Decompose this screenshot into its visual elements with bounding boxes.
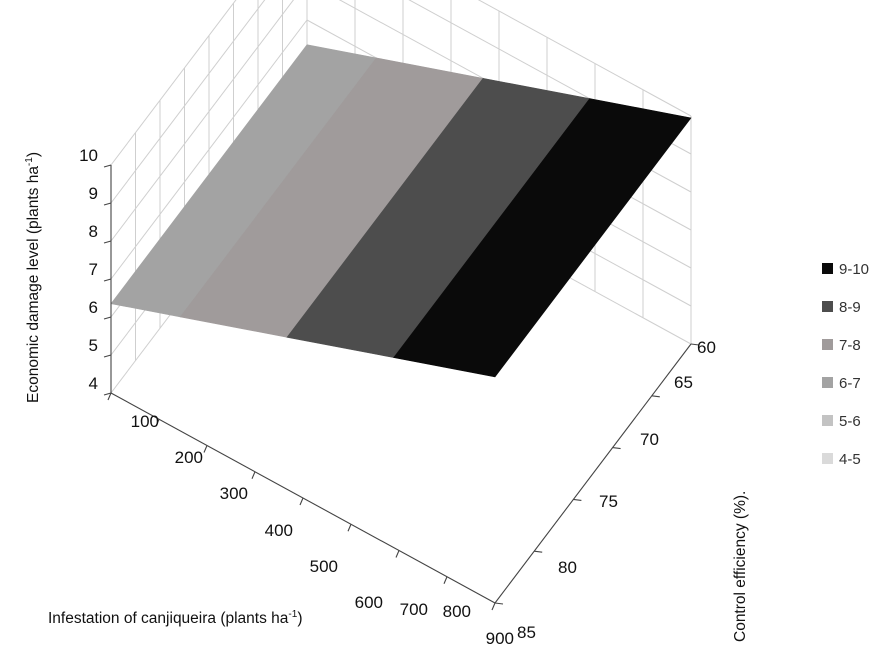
infestation-tick-label: 900 xyxy=(486,629,514,648)
z-axis-tick xyxy=(103,164,112,168)
legend-label: 9-10 xyxy=(839,261,869,278)
chart-axes xyxy=(103,164,700,611)
infestation-tick-labels: 100 200 300 400 500 600 700 800 900 xyxy=(131,412,514,648)
infestation-tick-label: 300 xyxy=(220,484,248,503)
z-axis-tick-labels: 4 5 6 7 8 9 10 xyxy=(79,146,98,393)
infestation-tick-label: 100 xyxy=(131,412,159,431)
efficiency-axis-title: Control efficiency (%). xyxy=(732,491,749,642)
z-tick-label: 6 xyxy=(89,298,98,317)
infestation-tick-label: 800 xyxy=(443,602,471,621)
infestation-tick-label: 400 xyxy=(265,521,293,540)
legend-label: 4-5 xyxy=(839,451,861,468)
z-tick-label: 5 xyxy=(89,336,98,355)
legend-swatch xyxy=(822,377,833,388)
infestation-tick-label: 600 xyxy=(355,593,383,612)
legend-label: 7-8 xyxy=(839,337,861,354)
legend-swatch xyxy=(822,415,833,426)
z-axis-tick xyxy=(103,202,112,206)
z-axis-tick xyxy=(103,240,112,244)
infestation-axis-tick xyxy=(491,602,496,611)
legend-swatch xyxy=(822,453,833,464)
efficiency-tick-label: 85 xyxy=(517,623,536,642)
y-axis-title: Economic damage level (plants ha-1) xyxy=(24,152,42,403)
efficiency-axis-tick xyxy=(612,447,621,450)
x-axis-title: Infestation of canjiqueira (plants ha-1) xyxy=(48,609,302,627)
z-tick-label: 4 xyxy=(89,374,98,393)
z-axis-tick xyxy=(103,392,112,396)
z-tick-label: 10 xyxy=(79,146,98,165)
efficiency-axis-tick xyxy=(494,602,504,605)
infestation-tick-label: 700 xyxy=(400,600,428,619)
infestation-tick-label: 500 xyxy=(310,557,338,576)
legend-swatch xyxy=(822,339,833,350)
efficiency-tick-label: 75 xyxy=(599,492,618,511)
infestation-axis-tick xyxy=(155,419,160,427)
infestation-axis-tick xyxy=(107,392,112,401)
efficiency-tick-label: 60 xyxy=(697,338,716,357)
efficiency-tick-labels: 60 65 70 75 80 85 xyxy=(517,338,716,642)
efficiency-axis-tick xyxy=(534,550,543,553)
infestation-axis-tick xyxy=(203,445,208,453)
z-tick-label: 7 xyxy=(89,260,98,279)
infestation-axis-tick xyxy=(299,497,304,506)
z-axis-tick xyxy=(103,354,112,358)
efficiency-axis-tick xyxy=(690,343,700,346)
legend-swatch xyxy=(822,263,833,274)
infestation-axis-tick xyxy=(347,524,352,532)
legend: 9-10 8-9 7-8 6-7 5-6 4-5 xyxy=(822,261,869,468)
efficiency-axis-line xyxy=(494,343,692,604)
legend-label: 6-7 xyxy=(839,375,861,392)
surface-band xyxy=(393,98,692,378)
legend-label: 8-9 xyxy=(839,299,861,316)
infestation-tick-label: 200 xyxy=(175,448,203,467)
z-axis-tick xyxy=(103,316,112,320)
z-axis-tick xyxy=(103,278,112,282)
z-tick-label: 9 xyxy=(89,184,98,203)
efficiency-axis-tick xyxy=(651,395,660,398)
infestation-axis-tick xyxy=(251,471,256,479)
efficiency-tick-label: 65 xyxy=(674,373,693,392)
z-tick-label: 8 xyxy=(89,222,98,241)
efficiency-tick-label: 80 xyxy=(558,558,577,577)
legend-swatch xyxy=(822,301,833,312)
efficiency-tick-label: 70 xyxy=(640,430,659,449)
infestation-axis-tick xyxy=(443,576,448,584)
infestation-axis-tick xyxy=(395,550,400,558)
efficiency-axis-tick xyxy=(573,498,582,501)
surface-plot xyxy=(110,44,692,378)
legend-label: 5-6 xyxy=(839,413,861,430)
